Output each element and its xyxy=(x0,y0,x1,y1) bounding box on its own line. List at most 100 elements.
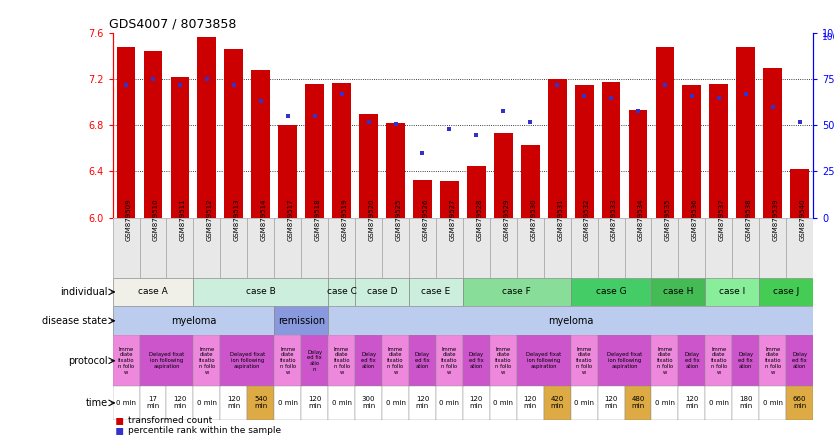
Text: 0 min: 0 min xyxy=(197,400,217,406)
Text: case J: case J xyxy=(773,287,799,297)
Bar xyxy=(629,111,647,218)
Bar xyxy=(598,386,625,420)
Bar xyxy=(706,278,759,306)
Bar xyxy=(763,68,782,218)
Bar xyxy=(490,218,517,278)
Bar xyxy=(409,386,436,420)
Text: 120
min: 120 min xyxy=(470,396,483,409)
Text: 180
min: 180 min xyxy=(739,396,752,409)
Text: Delayed fixat
ion following
aspiration: Delayed fixat ion following aspiration xyxy=(526,353,561,369)
Bar xyxy=(193,335,220,386)
Bar xyxy=(328,335,355,386)
Bar xyxy=(544,386,570,420)
Bar xyxy=(678,386,706,420)
Text: Delay
ed fix
ation: Delay ed fix ation xyxy=(469,353,484,369)
Bar xyxy=(355,335,382,386)
Bar xyxy=(248,218,274,278)
Bar xyxy=(167,386,193,420)
Text: 660
min: 660 min xyxy=(793,396,806,409)
Bar xyxy=(332,83,351,218)
Bar xyxy=(279,126,297,218)
Bar xyxy=(139,218,167,278)
Bar xyxy=(113,306,274,335)
Bar xyxy=(198,37,216,218)
Text: Imme
diate
fixatio
n follo
w: Imme diate fixatio n follo w xyxy=(387,347,404,375)
Bar xyxy=(301,335,328,386)
Bar xyxy=(759,218,786,278)
Bar xyxy=(413,179,432,218)
Bar xyxy=(113,218,139,278)
Text: 0 min: 0 min xyxy=(655,400,675,406)
Text: Delay
ed fix
ation: Delay ed fix ation xyxy=(738,353,753,369)
Text: case E: case E xyxy=(421,287,450,297)
Text: GSM879526: GSM879526 xyxy=(423,198,429,241)
Text: remission: remission xyxy=(278,316,324,326)
Text: 120
min: 120 min xyxy=(605,396,618,409)
Bar xyxy=(193,218,220,278)
Bar xyxy=(436,386,463,420)
Bar xyxy=(494,134,513,218)
Text: Delay
ed fix
ation: Delay ed fix ation xyxy=(685,353,700,369)
Text: 0 min: 0 min xyxy=(574,400,594,406)
Bar xyxy=(355,386,382,420)
Bar xyxy=(359,114,378,218)
Text: 120
min: 120 min xyxy=(308,396,321,409)
Bar xyxy=(436,218,463,278)
Text: transformed count: transformed count xyxy=(128,416,212,425)
Bar xyxy=(651,335,678,386)
Bar xyxy=(274,386,301,420)
Text: GSM879513: GSM879513 xyxy=(234,198,240,241)
Bar xyxy=(139,386,167,420)
Bar xyxy=(651,218,678,278)
Text: Imme
diate
fixatio
n follo
w: Imme diate fixatio n follo w xyxy=(198,347,215,375)
Text: individual: individual xyxy=(60,287,108,297)
Text: case A: case A xyxy=(138,287,168,297)
Text: GDS4007 / 8073858: GDS4007 / 8073858 xyxy=(109,18,237,31)
Bar xyxy=(301,218,328,278)
Bar xyxy=(544,218,570,278)
Bar xyxy=(220,386,248,420)
Bar xyxy=(575,85,594,218)
Text: time: time xyxy=(85,398,108,408)
Bar xyxy=(786,218,813,278)
Text: GSM879525: GSM879525 xyxy=(395,198,401,241)
Bar xyxy=(759,278,813,306)
Bar xyxy=(706,335,732,386)
Bar xyxy=(113,278,193,306)
Bar xyxy=(386,123,405,218)
Bar xyxy=(193,278,328,306)
Text: Imme
diate
fixatio
n follo
w: Imme diate fixatio n follo w xyxy=(279,347,296,375)
Bar xyxy=(651,386,678,420)
Text: GSM879511: GSM879511 xyxy=(180,198,186,241)
Bar xyxy=(570,386,598,420)
Bar xyxy=(409,335,436,386)
Text: GSM879535: GSM879535 xyxy=(665,198,671,241)
Bar xyxy=(328,278,355,306)
Bar xyxy=(467,166,485,218)
Text: 420
min: 420 min xyxy=(550,396,564,409)
Bar xyxy=(220,218,248,278)
Text: GSM879540: GSM879540 xyxy=(800,198,806,241)
Bar xyxy=(382,218,409,278)
Bar xyxy=(440,181,459,218)
Text: ▪: ▪ xyxy=(114,424,123,437)
Bar xyxy=(409,218,436,278)
Text: GSM879531: GSM879531 xyxy=(557,198,563,241)
Text: 120
min: 120 min xyxy=(686,396,699,409)
Bar xyxy=(170,77,189,218)
Text: 0 min: 0 min xyxy=(116,400,136,406)
Text: Imme
diate
fixatio
n follo
w: Imme diate fixatio n follo w xyxy=(334,347,350,375)
Bar xyxy=(328,218,355,278)
Text: 17
min: 17 min xyxy=(147,396,159,409)
Text: 120
min: 120 min xyxy=(227,396,240,409)
Bar xyxy=(656,47,675,218)
Text: Delayed fixat
ion following
aspiration: Delayed fixat ion following aspiration xyxy=(607,353,642,369)
Bar xyxy=(248,386,274,420)
Bar xyxy=(382,335,409,386)
Text: Delayed fixat
ion following
aspiration: Delayed fixat ion following aspiration xyxy=(229,353,265,369)
Text: GSM879538: GSM879538 xyxy=(746,198,751,241)
Bar xyxy=(382,386,409,420)
Text: Imme
diate
fixatio
n follo
w: Imme diate fixatio n follo w xyxy=(118,347,134,375)
Bar xyxy=(570,335,598,386)
Text: Delayed fixat
ion following
aspiration: Delayed fixat ion following aspiration xyxy=(148,353,184,369)
